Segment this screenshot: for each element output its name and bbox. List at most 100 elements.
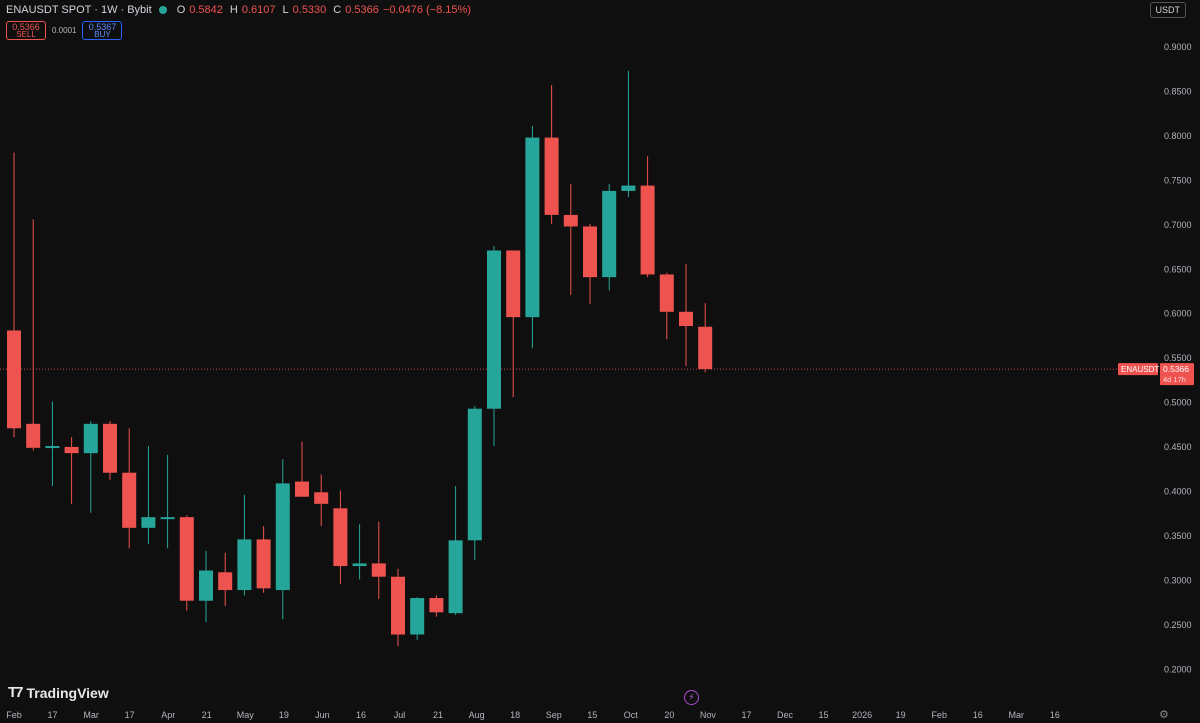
time-tick-label: 2026	[852, 710, 872, 720]
low-label: L	[282, 4, 289, 16]
candle-body	[525, 137, 540, 318]
candle-body	[640, 185, 655, 275]
time-tick-label: 20	[664, 710, 674, 720]
price-tick-label: 0.8000	[1164, 131, 1192, 141]
open-value: 0.5842	[189, 4, 223, 16]
sell-label: SELL	[16, 29, 36, 39]
candle-body	[160, 517, 175, 520]
price-tick-label: 0.6000	[1164, 309, 1192, 319]
time-tick-label: 16	[973, 710, 983, 720]
price-axis[interactable]: 0.9000 0.8500 0.8000 0.7500 0.7000 0.6500 0.60…	[1164, 42, 1192, 674]
price-tick-label: 0.4000	[1164, 487, 1192, 497]
time-tick-label: Jul	[394, 710, 406, 720]
candle-body	[7, 330, 21, 429]
symbol-legend: ENAUSDT SPOT · 1W · Bybit O 0.5842 H 0.610…	[6, 4, 471, 16]
buy-price: 0.5367	[88, 21, 117, 32]
candle-body	[83, 423, 98, 454]
candle-body	[64, 446, 79, 454]
time-tick-label: Dec	[777, 710, 794, 720]
time-tick-label: Feb	[6, 710, 22, 720]
time-tick-label: 21	[202, 710, 212, 720]
candle-body	[506, 250, 521, 318]
candle-body	[679, 311, 693, 327]
candle-body	[237, 539, 252, 591]
price-tick-label: 0.3500	[1164, 531, 1192, 541]
symbol-tag: ENAUSDT	[1121, 365, 1159, 374]
gear-icon[interactable]: ⚙	[1159, 709, 1169, 721]
time-tick-label: Apr	[161, 710, 175, 720]
time-tick-label: Aug	[469, 710, 485, 720]
price-tick-label: 0.7000	[1164, 220, 1192, 230]
candles	[7, 70, 713, 647]
price-tick-label: 0.2500	[1164, 620, 1192, 630]
high-label: H	[229, 4, 238, 16]
buy-button[interactable]: 0.5367 BUY	[82, 21, 123, 40]
price-tick-label: 0.5000	[1164, 398, 1192, 408]
candle-body	[295, 481, 309, 497]
symbol-title[interactable]: ENAUSDT SPOT · 1W · Bybit	[6, 4, 152, 16]
candle-body	[391, 576, 405, 635]
candle-body	[602, 190, 617, 278]
candle-body	[256, 539, 271, 589]
candle-body	[26, 423, 41, 448]
low-value: 0.5330	[292, 4, 327, 16]
time-tick-label: 16	[1050, 710, 1060, 720]
price-tick-label: 0.3000	[1164, 575, 1192, 585]
price-tick-label: 0.4500	[1164, 442, 1192, 452]
candle-body	[659, 274, 674, 312]
candle-body	[621, 185, 636, 191]
time-tick-label: 16	[356, 710, 366, 720]
price-tick-label: 0.2000	[1164, 664, 1192, 674]
price-tag-value: 0.5366	[1163, 364, 1189, 374]
time-tick-label: Mar	[83, 710, 99, 720]
currency-button[interactable]: USDT	[1149, 2, 1186, 18]
trade-panel: 0.5366 SELL 0.0001 0.5367 BUY	[6, 21, 123, 40]
time-tick-label: 15	[819, 710, 829, 720]
candle-body	[467, 408, 482, 541]
time-axis[interactable]: Feb 17 Mar 17 Apr 21 May 19 Jun 16 Jul 21 Aug 18 Sep 15…	[6, 710, 1060, 720]
candle-body	[122, 472, 137, 528]
candle-body	[199, 570, 213, 601]
candle-body	[275, 483, 290, 591]
time-tick-label: Mar	[1009, 710, 1025, 720]
close-label: C	[333, 4, 342, 16]
tradingview-logo[interactable]: T7 TradingView	[8, 684, 109, 701]
candle-body	[563, 214, 578, 227]
candle-body	[429, 598, 444, 613]
open-label: O	[176, 4, 186, 16]
candle-body	[103, 423, 117, 473]
candle-body	[314, 492, 329, 504]
time-tick-label: 15	[587, 710, 597, 720]
time-tick-label: 17	[741, 710, 751, 720]
spread-value: 0.0001	[52, 26, 77, 35]
candle-body	[179, 517, 194, 601]
candle-body	[218, 572, 233, 591]
candle-body	[45, 446, 60, 449]
time-tick-label: 19	[279, 710, 289, 720]
candle-body	[544, 137, 559, 215]
price-tick-label: 0.9000	[1164, 42, 1192, 52]
market-open-icon	[158, 6, 167, 14]
sell-button[interactable]: 0.5366 SELL	[6, 21, 46, 40]
time-tick-label: 19	[896, 710, 906, 720]
candle-body	[487, 250, 501, 409]
time-tick-label: 17	[48, 710, 58, 720]
tradingview-icon: T7	[8, 684, 23, 701]
candle-body	[698, 326, 713, 370]
buy-label: BUY	[94, 29, 111, 39]
candle-body	[141, 517, 156, 528]
change-value: −0.0476 (−8.15%)	[382, 4, 471, 16]
time-tick-label: May	[237, 710, 255, 720]
brand-name: TradingView	[26, 684, 109, 701]
bar-countdown: 4d 17h	[1163, 375, 1186, 384]
high-value: 0.6107	[241, 4, 276, 16]
time-tick-label: 17	[125, 710, 135, 720]
close-value: 0.5366	[345, 4, 379, 16]
time-tick-label: Jun	[315, 710, 330, 720]
price-tag-bg	[1160, 363, 1194, 386]
lightning-icon[interactable]: ⚡	[684, 690, 699, 705]
time-tick-label: Feb	[931, 710, 947, 720]
time-tick-label: Oct	[624, 710, 639, 720]
sell-price: 0.5366	[12, 21, 40, 32]
